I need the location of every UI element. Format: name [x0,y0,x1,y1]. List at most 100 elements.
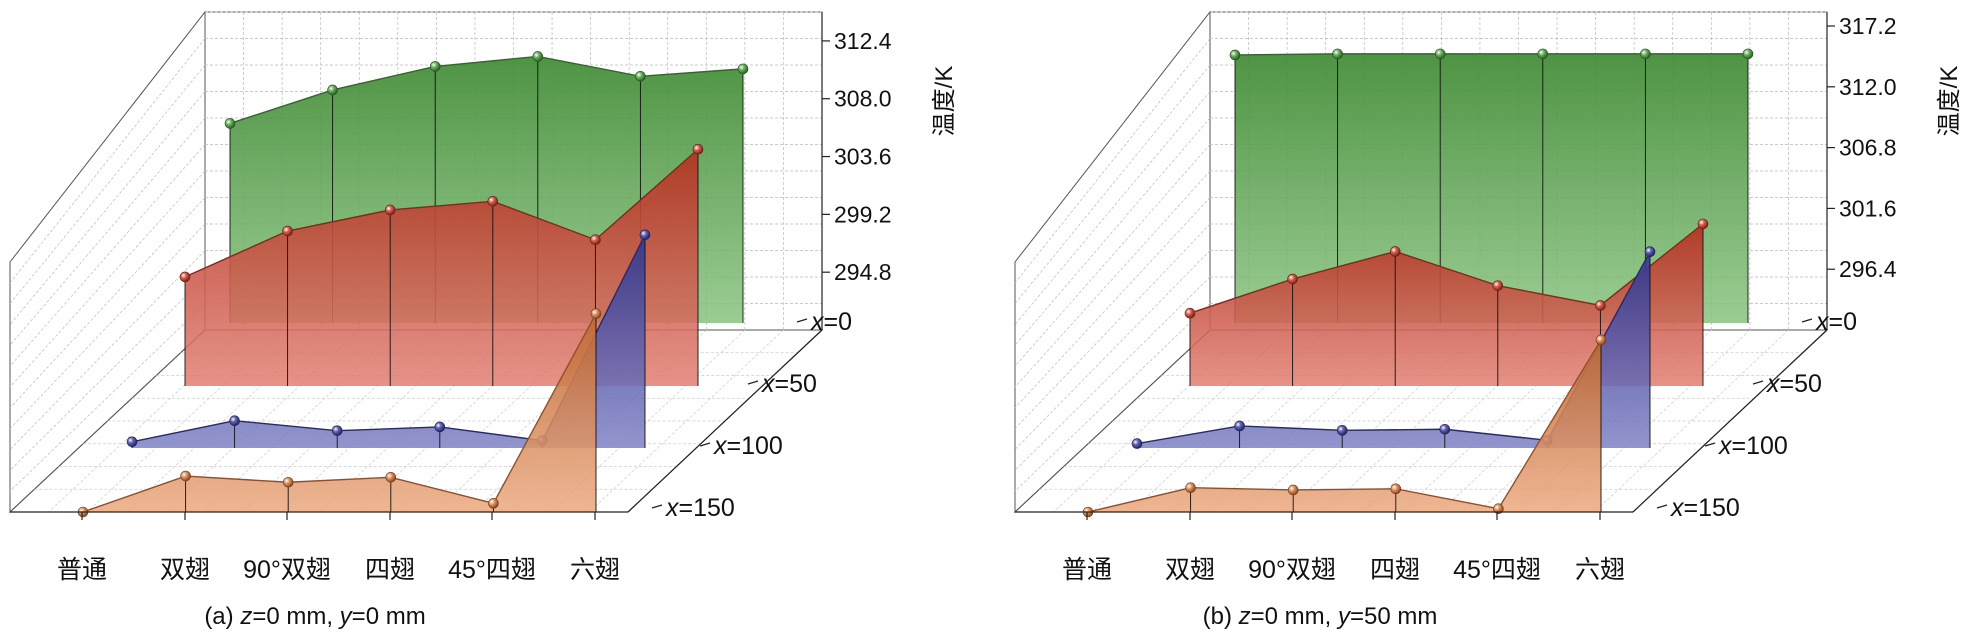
data-point [1640,48,1651,60]
data-point [635,71,646,82]
series-line [229,55,744,125]
series-area [185,149,698,386]
data-point [429,61,441,72]
data-point [1742,48,1754,60]
depth-tick-label: x=150 [665,494,735,522]
series-area [1190,223,1703,386]
depth-tick-label: x=150 [1670,494,1740,522]
series-x-50 [179,143,704,386]
z-axis: 296.4 301.6 306.8 312.0 317.2 温度/K [1826,12,1963,330]
data-point [282,225,293,237]
series-x-50 [1184,218,1709,386]
category-label: 90°双翅 [1248,556,1336,584]
series-area [1088,339,1601,512]
category-label: 普通 [57,556,107,584]
depth-tick [1704,442,1716,447]
series-line [82,313,597,513]
data-point [179,271,191,283]
series-line [184,148,699,278]
category-axis: 普通 双翅 90°双翅 四翅 45°四翅 六翅 [1062,512,1625,584]
data-point [327,84,338,96]
data-point [1493,503,1504,514]
data-point [224,118,236,129]
z-tick-label: 301.6 [1839,195,1897,221]
depth-tick [1801,318,1813,323]
data-point [1234,420,1245,432]
panel-caption: (b) z=0 mm, y=50 mm [1203,603,1438,630]
depth-tick-label: x=100 [713,432,783,460]
series-line [1189,223,1704,314]
depth-tick [651,504,663,509]
series-line [1087,339,1602,513]
data-point [1537,48,1549,60]
category-label: 四翅 [1370,556,1420,584]
z-tick-label: 294.8 [834,259,892,285]
data-point [1439,423,1451,435]
data-point [1336,425,1348,436]
series-x-0 [1229,48,1754,323]
data-point [180,470,191,482]
depth-axis: x=0 x=50 x=100 x=150 [10,308,852,522]
data-point [590,234,601,246]
data-point [1595,300,1606,311]
series-area [83,313,596,512]
data-point [1492,280,1504,291]
category-label: 45°四翅 [1453,556,1541,584]
data-point [488,498,499,509]
z-tick-label: 312.4 [834,28,892,54]
data-point [1644,246,1656,257]
data-point [1595,334,1607,346]
z-tick-label: 306.8 [1839,135,1897,161]
z-tick-label: 299.2 [834,201,892,227]
panel-b: 296.4 301.6 306.8 312.0 317.2 温度/K x=0 x=50 x=10… [1013,10,1963,630]
category-axis: 普通 双翅 90°双翅 四翅 45°四翅 六翅 [57,512,620,584]
data-point [229,415,240,427]
z-tick-label: 303.6 [834,144,892,170]
category-label: 双翅 [160,556,210,584]
series-group [77,51,749,518]
depth-tick [796,318,808,323]
data-point [1287,273,1298,285]
data-point [384,204,396,216]
z-axis-label: 温度/K [931,66,958,137]
data-point [1332,48,1343,60]
data-point [1185,482,1196,494]
data-point [692,143,704,155]
data-point [1389,246,1401,257]
data-point [1229,49,1241,61]
series-x-150 [77,308,602,518]
series-line [1234,53,1748,56]
depth-tick-label: x=100 [1718,432,1788,460]
z-tick-label: 296.4 [1839,256,1897,282]
data-point [1697,218,1709,230]
category-label: 90°双翅 [243,556,331,584]
series-group [1082,48,1754,518]
data-point [1434,48,1446,60]
data-point [532,51,544,62]
z-tick-label: 308.0 [834,86,892,112]
data-point [385,471,397,483]
data-point [737,63,749,75]
data-point [639,229,651,241]
data-point [1131,438,1143,449]
category-label: 双翅 [1165,556,1215,584]
depth-tick-label: x=50 [761,370,817,398]
category-label: 普通 [1062,556,1112,584]
data-point [126,436,138,448]
category-label: 六翅 [1575,556,1625,584]
category-label: 45°四翅 [448,556,536,584]
data-point [1390,483,1402,495]
panel-a: 294.8 299.2 303.6 308.0 312.4 温度/K x=0 x=50 x=10… [8,10,958,630]
data-point [331,425,343,436]
z-tick-label: 312.0 [1839,74,1897,100]
data-point [434,421,446,433]
z-tick-label: 317.2 [1839,13,1897,39]
z-axis-label: 温度/K [1936,66,1963,137]
data-point [1287,484,1299,496]
depth-tick-label: x=0 [1815,308,1857,336]
depth-tick [1752,380,1764,385]
depth-axis: x=0 x=50 x=100 x=150 [1015,308,1857,522]
series-area [1235,53,1748,323]
depth-tick-label: x=0 [810,308,852,336]
